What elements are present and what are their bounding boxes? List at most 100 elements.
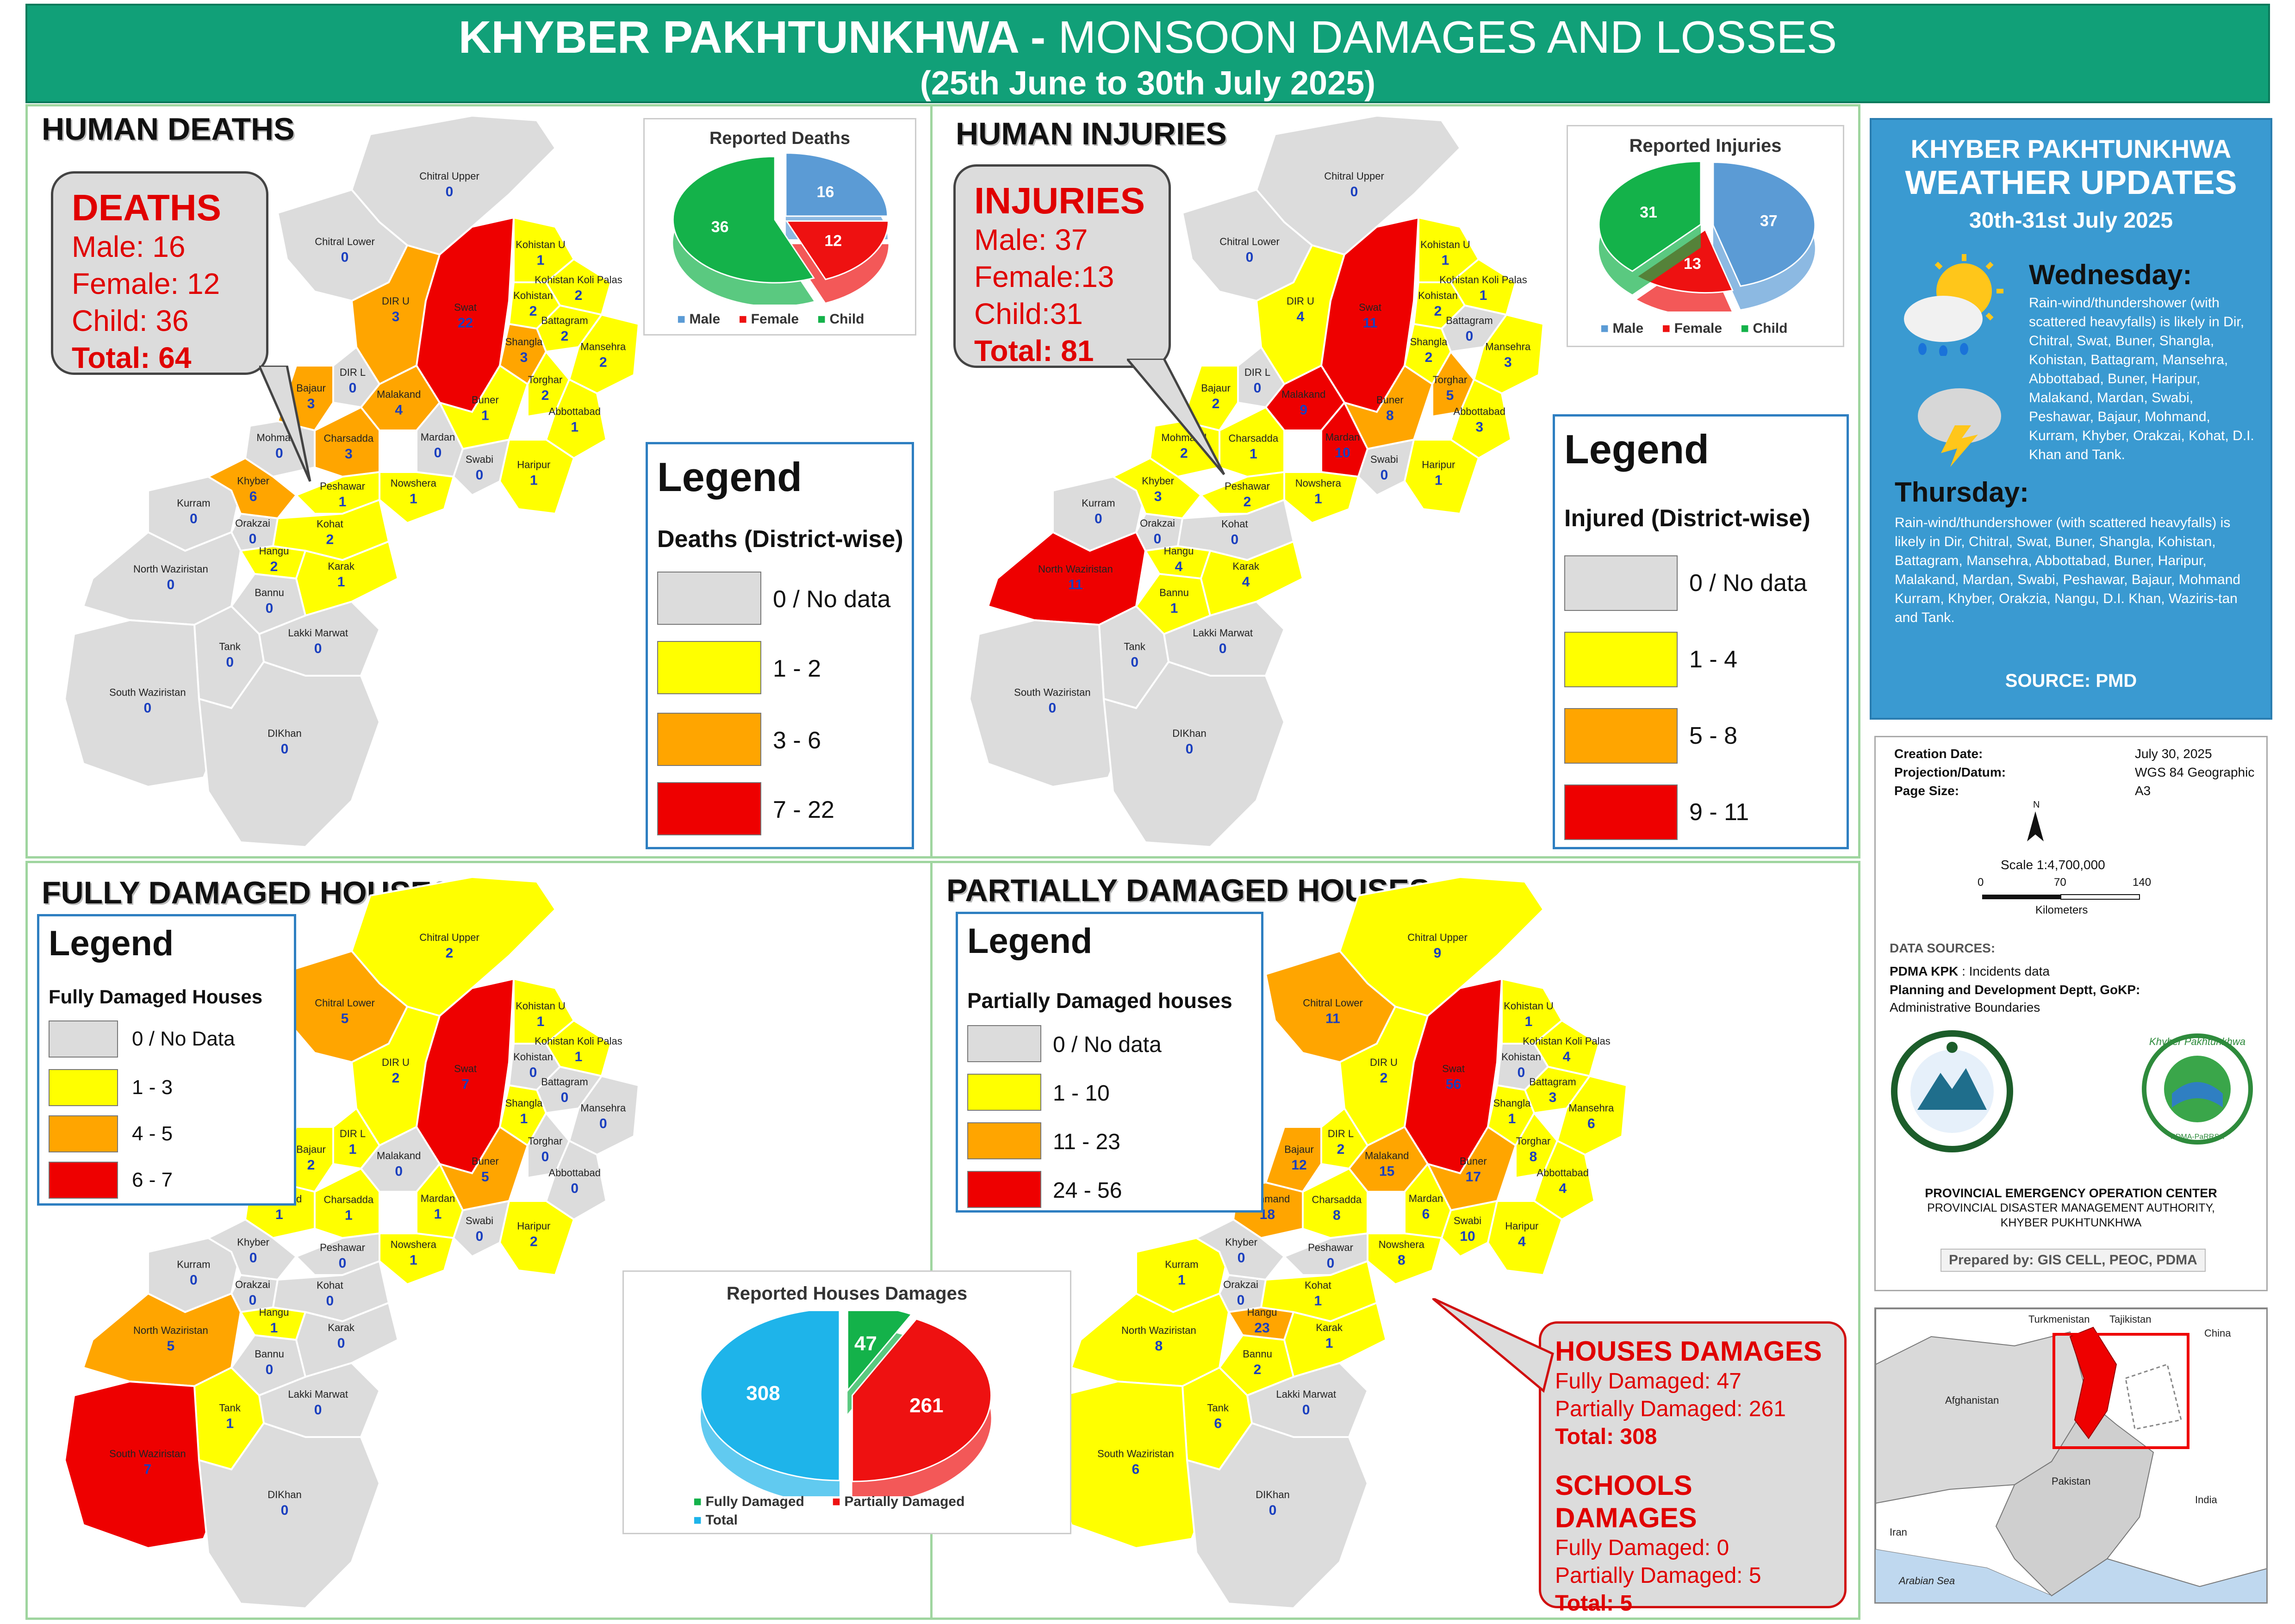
district-name-label: South Waziristan	[109, 1448, 186, 1460]
locator-inset-map: Turkmenistan Tajikistan China Afghanista…	[1874, 1307, 2268, 1604]
deaths-pie-chart: Reported Deaths 16 12 36 ■ Male ■ Female ■…	[643, 118, 916, 336]
district-value-label: 1	[345, 1208, 353, 1223]
district-value-label: 11	[1068, 577, 1083, 592]
svg-text:PDMA-PaRRSA: PDMA-PaRRSA	[2171, 1133, 2224, 1141]
deaths-legend: Legend Deaths (District-wise) 0 / No dat…	[646, 442, 914, 849]
district-value-label: 1	[520, 1111, 528, 1126]
district-value-label: 7	[461, 1076, 469, 1092]
district-name-label: Swat	[1359, 301, 1381, 313]
district-value-label: 0	[1381, 467, 1388, 483]
legend-female: ■ Female	[1662, 321, 1723, 336]
injuries-pie-chart: Reported Injuries 37 13 31 ■ Male ■ Female…	[1567, 125, 1844, 347]
houses-pie-chart: Reported Houses Damages 47 261 308 ■ Fully…	[622, 1270, 1071, 1534]
legend-swatch-high	[49, 1162, 118, 1199]
houses-pie-legend: ■ Fully Damaged ■ Partially Damaged	[693, 1494, 1017, 1510]
district-name-label: Chitral Lower	[315, 236, 375, 247]
svg-text:Khyber Pakhtunkhwa: Khyber Pakhtunkhwa	[2149, 1036, 2245, 1047]
district-value-label: 1	[275, 1207, 283, 1222]
district-name-label: Lakki Marwat	[1193, 627, 1253, 639]
district-name-label: Battagram	[541, 1076, 588, 1088]
district-name-label: Kohat	[1305, 1279, 1331, 1291]
district-name-label: Orakzai	[235, 517, 270, 529]
district-value-label: 11	[1325, 1011, 1340, 1026]
district-name-label: Karak	[1316, 1322, 1343, 1333]
district-name-label: Peshawar	[320, 1242, 365, 1253]
district-name-label: Abbottabad	[548, 405, 601, 417]
district-value-label: 1	[571, 419, 578, 435]
district-value-label: 1	[349, 1142, 357, 1157]
district-value-label: 5	[167, 1338, 175, 1354]
houses-pie: 47 261 308	[700, 1311, 992, 1496]
district-name-label: DIKhan	[1256, 1489, 1289, 1500]
district-name-label: Buner	[1376, 394, 1404, 405]
district-name-label: Khyber	[237, 1237, 269, 1248]
district-value-label: 0	[249, 1251, 257, 1266]
district-name-label: Bajaur	[296, 382, 326, 394]
district-name-label: Malakand	[377, 1150, 421, 1162]
district-value-label: 3	[1549, 1090, 1557, 1105]
district-value-label: 3	[1504, 355, 1512, 370]
weather-update-panel: KHYBER PAKHTUNKHWA WEATHER UPDATES 30th-…	[1870, 118, 2272, 720]
pie-data-label: 47	[854, 1332, 877, 1355]
pie-slice-male	[785, 152, 889, 217]
district-name-label: Kohistan U	[516, 1000, 566, 1012]
district-name-label: Peshawar	[320, 480, 365, 492]
district-bajaur	[1264, 1126, 1322, 1193]
district-name-label: Orakzai	[1140, 517, 1175, 529]
district-name-label: Bannu	[1159, 587, 1189, 598]
district-value-label: 2	[1425, 350, 1433, 365]
legend-total: ■ Total	[693, 1512, 738, 1528]
deaths-pie: 16 12 36	[672, 152, 889, 305]
district-value-label: 0	[249, 531, 257, 547]
inset-label: Tajikistan	[2109, 1313, 2151, 1325]
district-name-label: Nowshera	[391, 477, 437, 489]
panel-partially-damaged-houses: PARTIALLY DAMAGED HOUSES Chitral Upper 9 C…	[930, 861, 1860, 1620]
district-value-label: 6	[1587, 1116, 1595, 1131]
inset-label: Iran	[1890, 1526, 1907, 1538]
district-name-label: Swat	[454, 1063, 477, 1074]
district-name-label: Karak	[328, 560, 355, 572]
district-value-label: 2	[326, 532, 334, 547]
callout-pointer	[1432, 1298, 1554, 1393]
deaths-callout: DEATHS Male: 16 Female: 12 Child: 36 Tot…	[51, 171, 268, 375]
district-name-label: Kohat	[317, 518, 343, 529]
district-khyber	[206, 457, 298, 520]
legend-swatch-mid	[967, 1122, 1041, 1159]
district-name-label: Swat	[454, 301, 477, 313]
district-value-label: 1	[1250, 447, 1257, 462]
district-name-label: Shangla	[505, 1097, 543, 1109]
legend-male: ■ Male	[1600, 321, 1644, 336]
district-name-label: Nowshera	[1379, 1238, 1425, 1250]
district-name-label: Hangu	[259, 1307, 289, 1318]
district-name-label: Buner	[1460, 1155, 1487, 1167]
panel-title: HUMAN DEATHS	[42, 112, 295, 147]
district-name-label: Karak	[328, 1322, 355, 1333]
district-value-label: 3	[307, 396, 315, 411]
gokp-emblem-logo	[1891, 1030, 2013, 1152]
district-name-label: Shangla	[1493, 1097, 1531, 1109]
district-value-label: 2	[1180, 446, 1188, 461]
district-value-label: 0	[1131, 655, 1138, 670]
district-value-label: 2	[1434, 304, 1442, 319]
district-name-label: Chitral Lower	[315, 997, 375, 1008]
legend-partially-damaged: ■ Partially Damaged	[832, 1494, 965, 1509]
district-value-label: 0	[1219, 641, 1227, 656]
district-name-label: Chitral Upper	[1407, 932, 1468, 943]
district-name-label: Peshawar	[1225, 480, 1270, 492]
district-name-label: Swabi	[1454, 1215, 1481, 1226]
injuries-callout: INJURIES Male: 37 Female:13 Child:31 Tot…	[953, 164, 1171, 368]
legend-swatch-low	[49, 1069, 118, 1106]
partially-damaged-legend: Legend Partially Damaged houses 0 / No d…	[956, 912, 1263, 1213]
district-value-label: 3	[392, 309, 400, 324]
pie-slice-male	[1712, 161, 1816, 287]
district-value-label: 2	[561, 329, 569, 344]
district-value-label: 2	[530, 1234, 538, 1249]
district-value-label: 4	[1563, 1049, 1571, 1064]
deaths-pie-legend: ■ Male ■ Female ■ Child	[677, 311, 899, 327]
district-name-label: Lakki Marwat	[288, 1388, 348, 1400]
district-value-label: 0	[446, 184, 454, 199]
district-value-label: 1	[1170, 601, 1178, 616]
district-value-label: 1	[537, 253, 545, 268]
district-name-label: Kohistan	[1418, 290, 1458, 301]
